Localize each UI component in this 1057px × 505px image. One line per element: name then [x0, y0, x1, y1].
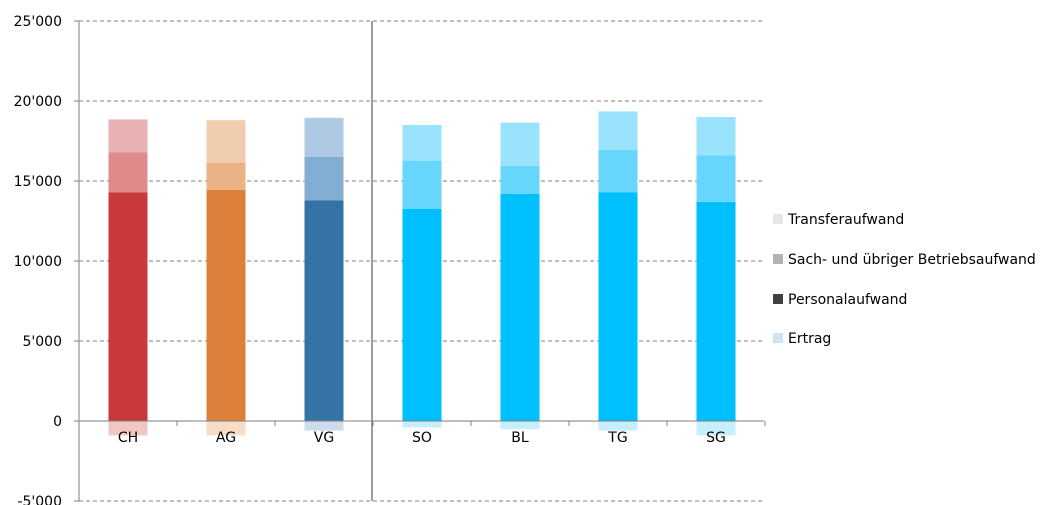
bar-ertrag-vg	[304, 421, 344, 431]
bar-ertrag-ch	[108, 421, 148, 436]
legend-label: Personalaufwand	[788, 292, 907, 308]
legend-swatch	[773, 333, 783, 343]
bar-ertrag-sg	[696, 421, 736, 436]
x-tick-label: SO	[412, 430, 432, 446]
bar-sach-sg	[696, 155, 736, 202]
axes	[78, 21, 766, 501]
bar-transfer-ag	[206, 120, 246, 163]
bar-transfer-vg	[304, 117, 344, 157]
y-axis-ticks: -5'000 0 5'000 10'000 15'000 20'000 25'000	[14, 14, 79, 505]
x-tick-label: AG	[216, 430, 236, 446]
bars	[108, 111, 736, 436]
bar-personal-so	[402, 209, 442, 421]
bar-personal-ag	[206, 189, 246, 421]
bar-personal-bl	[500, 193, 540, 421]
bar-ertrag-tg	[598, 421, 638, 431]
bar-ertrag-so	[402, 421, 442, 428]
x-tick-label: TG	[607, 430, 627, 446]
x-tick-label: BL	[511, 430, 529, 446]
y-tick-label: 20'000	[14, 94, 62, 110]
x-tick-label: VG	[314, 430, 334, 446]
y-tick-label: 15'000	[14, 174, 62, 190]
x-tick-label: CH	[118, 430, 138, 446]
bar-sach-vg	[304, 157, 344, 201]
bar-transfer-tg	[598, 111, 638, 150]
bar-sach-bl	[500, 165, 540, 194]
bar-sach-so	[402, 161, 442, 209]
legend-label: Ertrag	[788, 331, 831, 347]
bar-transfer-bl	[500, 122, 540, 166]
legend-swatch	[773, 214, 783, 224]
bar-sach-tg	[598, 149, 638, 193]
bar-sach-ch	[108, 152, 148, 193]
bar-personal-sg	[696, 201, 736, 421]
legend-swatch	[773, 294, 783, 304]
grid-lines	[79, 20, 764, 502]
x-axis-ticks: CH AG VG SO BL TG SG	[118, 430, 726, 446]
bar-sach-ag	[206, 162, 246, 190]
bar-transfer-so	[402, 125, 442, 161]
y-tick-label: -5'000	[17, 494, 62, 505]
legend-label: Transferaufwand	[787, 212, 904, 228]
legend-swatch	[773, 254, 783, 264]
y-tick-label: 0	[53, 414, 62, 430]
bar-personal-vg	[304, 200, 344, 421]
bar-ertrag-ag	[206, 421, 246, 436]
bar-transfer-ch	[108, 119, 148, 153]
bar-ertrag-bl	[500, 421, 540, 429]
bar-personal-tg	[598, 192, 638, 421]
bar-transfer-sg	[696, 117, 736, 156]
x-tick-label: SG	[706, 430, 726, 446]
y-tick-label: 5'000	[23, 334, 62, 350]
legend-label: Sach- und übriger Betriebsaufwand	[788, 252, 1036, 268]
legend: Transferaufwand Sach- und übriger Betrieb…	[773, 212, 1036, 347]
y-tick-label: 25'000	[14, 14, 62, 30]
y-tick-label: 10'000	[14, 254, 62, 270]
bar-personal-ch	[108, 192, 148, 421]
